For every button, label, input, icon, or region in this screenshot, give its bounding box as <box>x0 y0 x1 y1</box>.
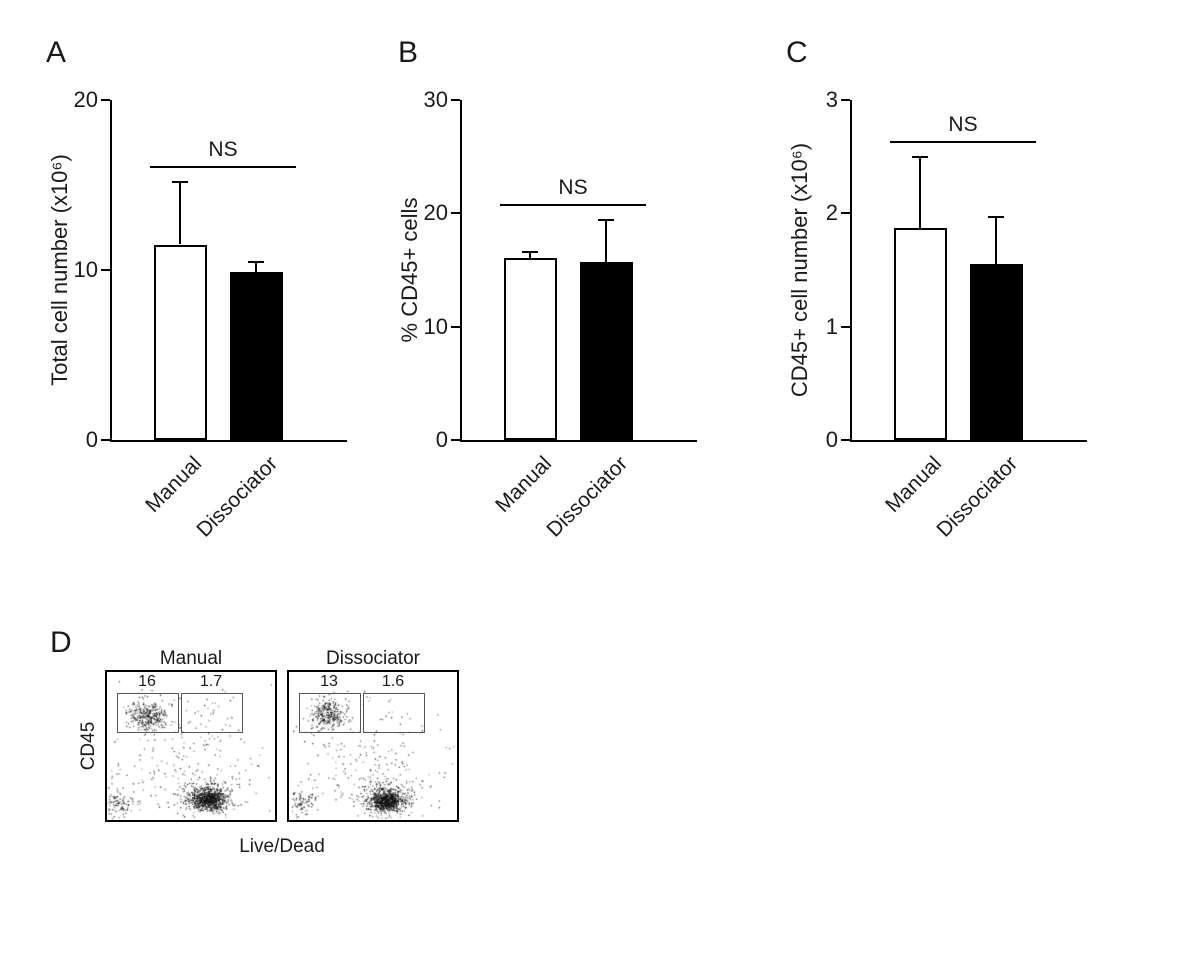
significance-line <box>500 204 646 207</box>
y-axis-tick <box>451 325 460 328</box>
error-bar <box>605 220 607 263</box>
x-category-label: Dissociator <box>932 452 1023 542</box>
y-tick-label: 20 <box>73 87 98 112</box>
flow-cytometry-panel: Manual 16 1.7 Dissociator 13 1.6 Live/Dead CD45 <box>78 648 459 863</box>
error-bar <box>529 251 531 258</box>
bar-manual <box>503 257 557 440</box>
error-bar-cap <box>172 180 188 183</box>
y-tick-label: 0 <box>435 427 448 452</box>
error-bar-cap <box>248 260 264 263</box>
y-axis-tick <box>841 212 850 215</box>
y-tick-label: 3 <box>825 87 838 112</box>
significance-line <box>890 140 1036 143</box>
y-tick-label: 20 <box>423 200 448 226</box>
bar-manual <box>893 228 947 440</box>
y-axis-title: % CD45+ cells <box>397 197 422 343</box>
y-axis-tick <box>451 99 460 101</box>
panel-label-D: D <box>50 626 72 659</box>
y-axis-title: Total cell number (x10⁶) <box>47 154 72 386</box>
panel-label-B: B <box>398 36 419 69</box>
y-axis-tick <box>101 439 110 441</box>
error-bar-cap <box>988 215 1004 218</box>
y-tick-label: 0 <box>85 427 98 452</box>
significance-label: NS <box>948 112 978 136</box>
gate-percentage: 1.7 <box>199 673 223 690</box>
y-tick-label: 30 <box>423 87 448 112</box>
y-tick-label: 0 <box>825 427 838 452</box>
significance-label: NS <box>558 176 588 200</box>
panel-label-C: C <box>786 36 808 69</box>
y-tick-label: 10 <box>73 257 98 282</box>
y-axis-tick <box>451 212 460 215</box>
error-bar-cap <box>912 155 928 158</box>
bar-chart-total-cell-number: 0 10 20 Total cell number (x10⁶) Manual Disso… <box>47 87 347 542</box>
y-axis-tick <box>841 325 850 328</box>
y-axis-tick <box>451 439 460 441</box>
gate-percentage: 1.6 <box>381 673 405 690</box>
y-axis-tick <box>841 439 850 441</box>
y-axis-title: CD45+ cell number (x10⁶) <box>787 142 812 398</box>
error-bar <box>255 261 257 272</box>
x-category-label: Manual <box>491 452 557 517</box>
bar-chart-percent-cd45: 0 10 20 30 % CD45+ cells Manual Dissociator NS <box>397 87 697 542</box>
error-bar-cap <box>598 219 614 222</box>
y-axis-tick <box>101 269 110 271</box>
x-category-label: Manual <box>881 452 947 517</box>
x-category-label: Manual <box>141 452 207 517</box>
gate-rect <box>363 693 425 733</box>
gate-percentage: 16 <box>138 673 156 690</box>
gate-rect <box>299 693 361 733</box>
error-bar <box>995 216 997 265</box>
panel-label-A: A <box>46 36 67 69</box>
bar-chart-cd45-cell-number: 0 1 2 3 CD45+ cell number (x10⁶) Manual Dissoc… <box>787 87 1087 542</box>
flow-plot-manual: 16 1.7 <box>105 670 277 822</box>
flow-plot-dissociator: 13 1.6 <box>287 670 459 822</box>
error-bar <box>179 181 181 245</box>
flow-plot-title: Dissociator <box>326 648 420 669</box>
bar-dissociator <box>969 264 1023 440</box>
y-tick-label: 2 <box>825 200 838 226</box>
bar-dissociator <box>579 262 633 440</box>
significance-label: NS <box>208 137 238 161</box>
y-axis-title: CD45 <box>78 721 99 771</box>
x-axis-title: Live/Dead <box>239 836 325 857</box>
y-tick-label: 10 <box>423 313 448 339</box>
bar-dissociator <box>229 271 283 440</box>
flow-scatter-dots <box>289 672 457 820</box>
x-category-label: Dissociator <box>542 452 633 542</box>
flow-scatter-dots <box>107 672 275 820</box>
flow-plot-title: Manual <box>159 648 223 669</box>
gate-percentage: 13 <box>320 673 338 690</box>
gate-rect <box>181 693 243 733</box>
significance-line <box>150 165 296 168</box>
error-bar <box>919 156 921 229</box>
bar-manual <box>153 244 207 440</box>
y-axis-tick <box>101 99 110 101</box>
y-axis-tick <box>841 99 850 101</box>
error-bar-cap <box>522 250 538 253</box>
gate-rect <box>117 693 179 733</box>
x-category-label: Dissociator <box>192 452 283 542</box>
y-tick-label: 1 <box>825 313 838 339</box>
